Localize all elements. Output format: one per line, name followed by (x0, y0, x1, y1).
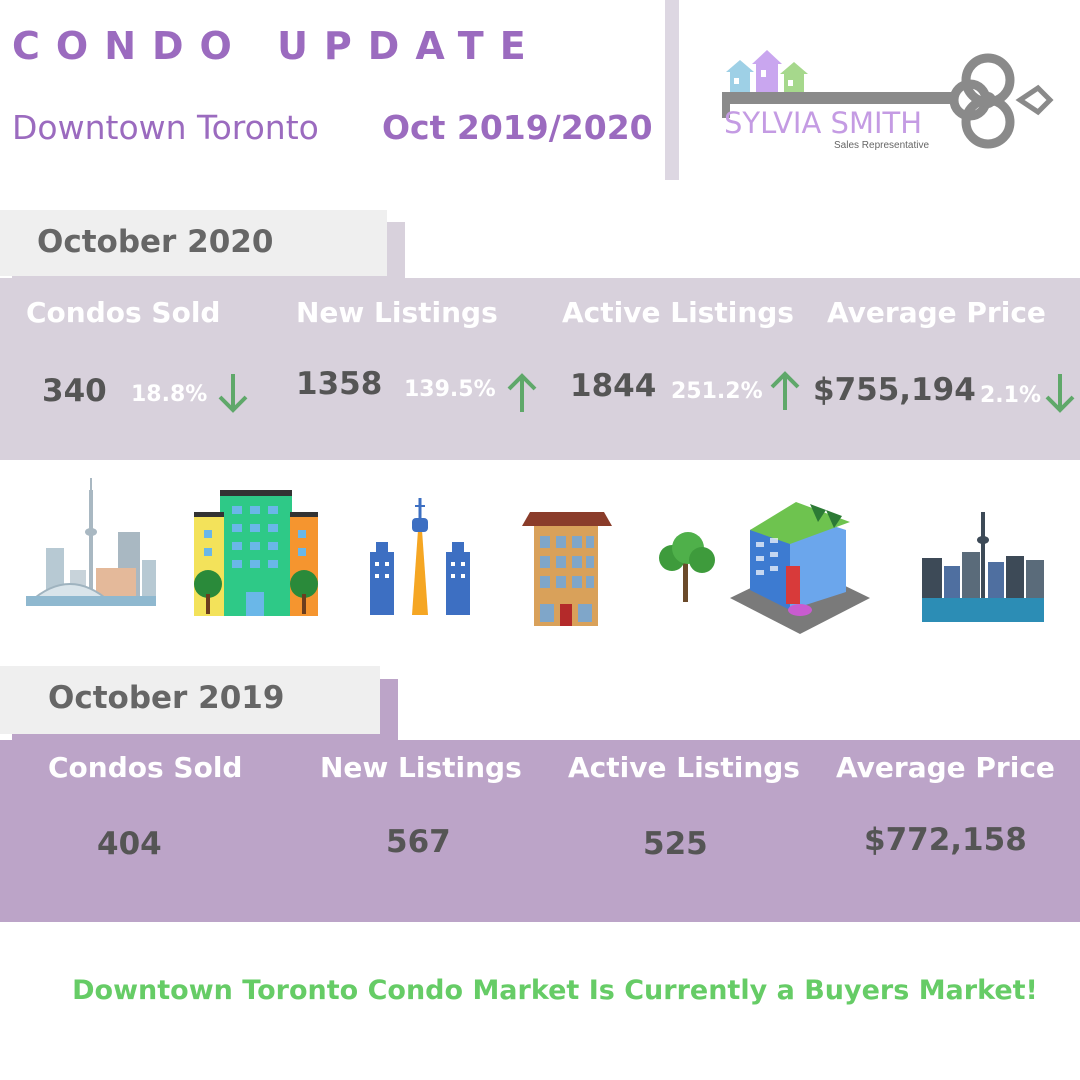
houses-icon (726, 50, 808, 94)
sylvia-smith-logo (722, 50, 1054, 149)
stat-change-average-price: 2.1% (980, 383, 1042, 408)
arrow-up-icon (770, 371, 800, 410)
tab-2020 (0, 210, 387, 276)
logo-name: SYLVIA SMITH (724, 106, 923, 140)
market-status-message: Downtown Toronto Condo Market Is Current… (72, 975, 1038, 1006)
stat-value-average-price: $755,194 (813, 372, 976, 408)
stat-heading-average-price: Average Price (827, 296, 1046, 329)
cn-tower-icon (370, 498, 470, 615)
stat-value-average-price: $772,158 (864, 822, 1027, 858)
stat-heading-average-price: Average Price (836, 751, 1055, 784)
stat-heading-new-listings: New Listings (320, 751, 522, 784)
stat-heading-condos-sold: Condos Sold (26, 296, 221, 329)
stats-2019-panel (0, 740, 1080, 922)
stat-heading-active-listings: Active Listings (562, 296, 794, 329)
arrow-down-icon (1045, 374, 1075, 413)
apartment-building-icon (522, 512, 612, 626)
area-subtitle: Downtown Toronto (12, 108, 319, 147)
toronto-skyline-icon (26, 478, 156, 606)
arrow-down-icon (218, 374, 248, 413)
stat-change-condos-sold: 18.8% (131, 382, 208, 407)
tree-icon (659, 532, 715, 602)
stat-heading-condos-sold: Condos Sold (48, 751, 243, 784)
building-icons-row (26, 478, 1044, 634)
header-divider (665, 0, 679, 180)
stat-value-condos-sold: 340 (42, 373, 107, 409)
stats-2020-panel (0, 278, 1080, 460)
period-subtitle: Oct 2019/2020 (382, 108, 653, 147)
waterfront-skyline-icon (922, 512, 1044, 622)
tab-2019-label: October 2019 (48, 680, 285, 716)
tab-2020-label: October 2020 (37, 224, 274, 260)
stat-value-new-listings: 567 (386, 824, 451, 860)
isometric-condo-icon (730, 502, 870, 634)
stat-value-active-listings: 525 (643, 826, 708, 862)
stat-value-new-listings: 1358 (296, 366, 383, 402)
tab-2019 (0, 666, 380, 734)
stat-value-active-listings: 1844 (570, 368, 657, 404)
stat-change-active-listings: 251.2% (671, 379, 763, 404)
stat-heading-active-listings: Active Listings (568, 751, 800, 784)
stat-value-condos-sold: 404 (97, 826, 162, 862)
stat-heading-new-listings: New Listings (296, 296, 498, 329)
logo-role: Sales Representative (834, 140, 930, 151)
arrow-up-icon (507, 373, 537, 412)
page-title: CONDO UPDATE (12, 24, 542, 68)
stat-change-new-listings: 139.5% (404, 377, 496, 402)
condo-building-icon (194, 490, 318, 616)
